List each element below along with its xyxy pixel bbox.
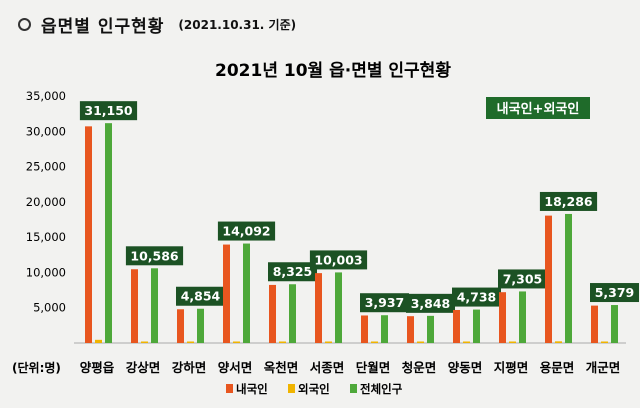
bar-foreign	[463, 341, 470, 343]
data-label: 10,003	[314, 252, 362, 267]
bar-foreign	[371, 341, 378, 343]
data-label: 3,937	[365, 295, 405, 310]
y-tick-label: 10,000	[26, 265, 66, 279]
bar-domestic	[591, 305, 598, 343]
x-tick-label: 강하면	[172, 360, 207, 375]
bar-foreign	[509, 341, 516, 343]
page-title: 읍면별 인구현황	[41, 17, 165, 37]
data-label: 14,092	[222, 224, 270, 239]
bar-domestic	[407, 316, 414, 343]
data-label-box	[498, 269, 547, 289]
data-label: 8,325	[273, 264, 313, 279]
data-label-box	[268, 262, 317, 282]
legend-label: 전체인구	[360, 382, 403, 396]
x-tick-label: 단월면	[356, 360, 391, 375]
x-tick-label: 청운면	[402, 360, 437, 375]
legend-swatch	[350, 384, 357, 393]
data-label: 3,848	[411, 296, 451, 311]
x-tick-label: 용문면	[540, 360, 575, 375]
legend-label: 내국인	[236, 382, 268, 396]
bar-domestic	[85, 126, 92, 344]
bar-foreign	[95, 339, 102, 343]
y-tick-label: 5,000	[33, 301, 66, 315]
bar-total	[197, 308, 204, 343]
bar-domestic	[361, 315, 368, 343]
data-label-box	[217, 221, 276, 241]
data-label-box	[309, 250, 368, 270]
y-tick-label: 20,000	[26, 195, 66, 209]
x-tick-label: 옥천면	[264, 360, 299, 375]
y-tick-label: 30,000	[26, 124, 66, 138]
data-label-box	[539, 191, 598, 211]
bar-total	[151, 268, 158, 343]
bar-domestic	[131, 269, 138, 343]
bar-total	[427, 315, 434, 343]
legend-badge	[486, 97, 590, 119]
bar-foreign	[601, 341, 608, 343]
x-tick-label: 강상면	[126, 360, 161, 375]
bar-total	[289, 284, 296, 343]
bar-foreign	[141, 341, 148, 343]
y-tick-label: 35,000	[26, 89, 66, 103]
data-label: 10,586	[130, 248, 179, 263]
data-label-box	[125, 246, 184, 266]
x-tick-label: 양동면	[448, 360, 483, 375]
y-tick-label: 15,000	[26, 230, 66, 244]
bar-total	[105, 123, 112, 343]
y-tick-label: 25,000	[26, 160, 66, 174]
data-label: 31,150	[84, 103, 133, 118]
circle-bullet-icon	[18, 18, 31, 31]
page-header: 읍면별 인구현황 (2021.10.31. 기준)	[18, 12, 296, 37]
bar-total	[473, 309, 480, 343]
bar-domestic	[499, 292, 506, 343]
x-tick-label: 양평읍	[80, 360, 115, 375]
bar-total	[565, 213, 572, 343]
reference-date: (2021.10.31. 기준)	[178, 18, 297, 32]
bar-total	[243, 243, 250, 343]
x-tick-label: 양서면	[218, 360, 253, 375]
bar-total	[611, 305, 618, 343]
data-label-box	[452, 287, 501, 307]
bar-foreign	[417, 341, 424, 343]
unit-label: (단위:명)	[12, 360, 61, 375]
bar-domestic	[223, 244, 230, 343]
legend-swatch	[226, 384, 233, 393]
bar-domestic	[545, 215, 552, 343]
data-label: 5,379	[595, 285, 635, 300]
bar-foreign	[233, 341, 240, 343]
bar-domestic	[315, 273, 322, 343]
bar-total	[335, 272, 342, 343]
legend-label: 외국인	[298, 382, 330, 396]
bar-domestic	[177, 309, 184, 343]
data-label-box	[406, 293, 455, 313]
bar-total	[381, 315, 388, 343]
data-label: 18,286	[544, 194, 593, 209]
data-label-box	[590, 283, 639, 303]
data-label-box	[176, 286, 225, 306]
data-label: 4,738	[457, 290, 497, 305]
bar-foreign	[555, 341, 562, 343]
bar-total	[519, 291, 526, 343]
badge-label: 내국인+외국인	[497, 101, 580, 117]
bar-foreign	[279, 341, 286, 343]
x-tick-label: 지평면	[494, 360, 529, 375]
bar-domestic	[269, 284, 276, 343]
x-tick-label: 개군면	[586, 360, 621, 375]
bar-foreign	[325, 341, 332, 343]
x-tick-label: 서종면	[310, 360, 345, 375]
bar-domestic	[453, 309, 460, 343]
legend-swatch	[288, 384, 295, 393]
data-label: 4,854	[181, 289, 221, 304]
data-label: 7,305	[503, 271, 543, 286]
chart-title: 2021년 10월 읍·면별 인구현황	[215, 61, 451, 81]
data-label-box	[79, 101, 138, 121]
bar-foreign	[187, 341, 194, 343]
data-label-box	[360, 293, 409, 313]
